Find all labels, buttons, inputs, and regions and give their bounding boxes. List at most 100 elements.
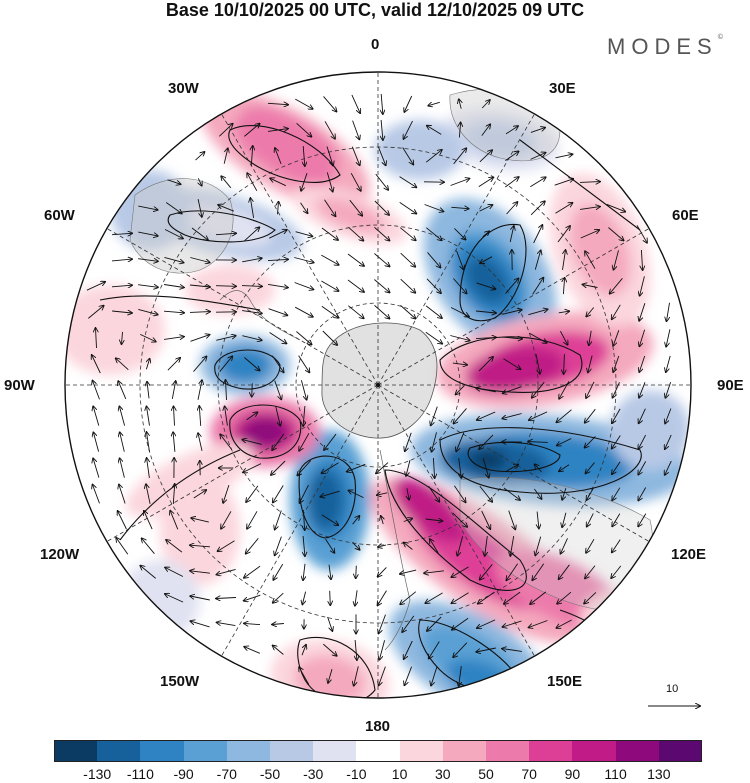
wind-vector xyxy=(476,282,496,289)
wind-vector xyxy=(586,307,595,317)
wind-vector xyxy=(190,257,209,263)
wind-vector xyxy=(242,335,261,341)
wind-vector xyxy=(93,458,100,478)
contour-line xyxy=(214,349,281,390)
wind-vector xyxy=(348,305,363,319)
wind-vector xyxy=(557,591,572,604)
wind-vector xyxy=(404,543,413,550)
wind-vector xyxy=(529,411,548,420)
wind-vector xyxy=(426,278,441,293)
anomaly-patch xyxy=(120,560,200,640)
wind-vector xyxy=(452,512,467,527)
colorbar-tick-label: -130 xyxy=(83,766,112,782)
wind-vector xyxy=(530,591,547,604)
wind-vector xyxy=(173,432,175,452)
wind-vector xyxy=(479,205,493,212)
wind-vector xyxy=(190,335,210,342)
wind-vector xyxy=(559,464,570,472)
wind-vector xyxy=(404,120,413,139)
wind-vector xyxy=(191,518,209,523)
wind-vector xyxy=(405,432,412,451)
wind-vector xyxy=(479,150,492,163)
wind-vector xyxy=(579,182,600,183)
wind-vector xyxy=(453,278,466,294)
wind-vector xyxy=(427,126,442,135)
wind-vector xyxy=(586,381,595,398)
wind-vector xyxy=(528,309,547,316)
wind-vector xyxy=(589,330,591,345)
colorbar-tick-label: -110 xyxy=(126,766,154,782)
wind-vector xyxy=(164,256,183,262)
wind-vector xyxy=(402,615,415,632)
wind-vector xyxy=(424,571,444,573)
wind-vector xyxy=(639,303,646,321)
wind-vector xyxy=(190,621,210,628)
wind-vector xyxy=(294,257,313,263)
wind-vector xyxy=(485,536,488,556)
wind-vector xyxy=(374,200,389,215)
wind-vector xyxy=(425,305,442,318)
wind-vector xyxy=(400,305,416,318)
wind-vector xyxy=(278,202,279,215)
wind-vector xyxy=(170,511,179,530)
wind-vector xyxy=(404,95,413,112)
wind-vector xyxy=(294,306,313,317)
wind-vector xyxy=(452,617,469,630)
wind-vector xyxy=(218,124,232,137)
wind-vector xyxy=(610,278,623,293)
wind-vector xyxy=(613,382,620,397)
wind-vector xyxy=(352,516,360,525)
wind-vector xyxy=(506,563,518,581)
wind-vector xyxy=(147,458,150,478)
wind-vector xyxy=(275,536,282,556)
wind-vector xyxy=(273,485,284,503)
colorbar-tick-label: -70 xyxy=(216,766,237,782)
wind-vector xyxy=(193,490,206,499)
wind-vector xyxy=(347,279,364,292)
wind-vector xyxy=(275,148,282,165)
wind-vector xyxy=(244,647,260,654)
wind-vector xyxy=(324,433,337,450)
wind-vector xyxy=(502,310,521,315)
wind-vector xyxy=(223,484,230,503)
wind-vector xyxy=(197,380,202,400)
wind-vector xyxy=(119,406,126,426)
wind-vector xyxy=(510,536,515,556)
wind-vector xyxy=(376,462,389,474)
wind-vector xyxy=(611,565,622,578)
wind-vector xyxy=(351,146,359,166)
colorbar-tick-label: 10 xyxy=(391,766,408,782)
wind-vector xyxy=(197,199,202,217)
wind-vector xyxy=(221,176,232,189)
latitude-circle xyxy=(217,224,539,546)
colorbar-frame xyxy=(54,740,702,762)
wind-vector xyxy=(665,434,672,449)
wind-vector xyxy=(324,121,335,138)
meridian-line xyxy=(377,113,535,386)
wind-vector xyxy=(302,591,305,605)
wind-vector xyxy=(456,250,464,270)
wind-vector xyxy=(430,539,439,554)
wind-vector xyxy=(251,146,252,167)
wind-vector xyxy=(267,103,288,104)
wind-vector xyxy=(666,329,671,346)
wind-vector xyxy=(665,460,672,475)
wind-vector xyxy=(272,355,283,373)
wind-vector xyxy=(216,568,236,574)
wind-vector xyxy=(296,122,312,136)
wind-vector xyxy=(503,358,521,370)
wind-vector xyxy=(425,519,443,521)
colorbar-cell xyxy=(54,740,98,762)
wind-vector xyxy=(86,282,105,291)
wind-vector xyxy=(433,457,434,478)
wind-vector xyxy=(612,435,621,449)
wind-vector xyxy=(250,198,255,218)
wind-vector xyxy=(147,432,150,452)
wind-vector xyxy=(243,463,262,473)
wind-vector xyxy=(561,538,568,553)
wind-vector xyxy=(242,311,262,314)
wind-vector xyxy=(142,538,155,554)
wind-vector xyxy=(606,203,626,211)
wind-vector xyxy=(216,336,235,341)
wind-vector xyxy=(535,464,542,473)
